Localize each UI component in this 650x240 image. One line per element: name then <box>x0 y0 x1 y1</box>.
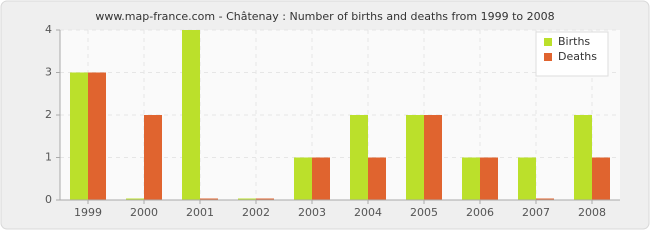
legend-swatch <box>544 53 552 61</box>
x-tick-label: 2003 <box>298 206 326 219</box>
bar <box>592 157 610 200</box>
x-tick-label: 2005 <box>410 206 438 219</box>
bar <box>144 115 162 200</box>
x-tick-label: 2000 <box>130 206 158 219</box>
bar <box>200 198 218 200</box>
y-tick-label: 3 <box>45 66 52 79</box>
bar <box>424 115 442 200</box>
x-tick-label: 2006 <box>466 206 494 219</box>
y-tick-label: 0 <box>45 193 52 206</box>
bar <box>238 198 256 200</box>
y-tick-label: 4 <box>45 23 52 36</box>
legend-label: Deaths <box>558 50 597 63</box>
bar <box>406 115 424 200</box>
x-tick-label: 2007 <box>522 206 550 219</box>
legend-label: Births <box>558 35 590 48</box>
chart-title: www.map-france.com - Châtenay : Number o… <box>95 10 554 23</box>
bar <box>88 72 106 200</box>
x-tick-label: 2008 <box>578 206 606 219</box>
bar <box>518 157 536 200</box>
bar <box>350 115 368 200</box>
x-tick-label: 2002 <box>242 206 270 219</box>
bar <box>70 72 88 200</box>
chart: www.map-france.com - Châtenay : Number o… <box>0 0 650 230</box>
bar <box>182 30 200 200</box>
x-tick-label: 2001 <box>186 206 214 219</box>
legend-swatch <box>544 38 552 46</box>
bar <box>294 157 312 200</box>
bar <box>480 157 498 200</box>
bar <box>312 157 330 200</box>
bar <box>126 198 144 200</box>
bar <box>256 198 274 200</box>
x-tick-label: 2004 <box>354 206 382 219</box>
bar <box>462 157 480 200</box>
bar <box>536 198 554 200</box>
x-tick-label: 1999 <box>74 206 102 219</box>
bar <box>368 157 386 200</box>
bar <box>574 115 592 200</box>
y-tick-label: 1 <box>45 151 52 164</box>
y-tick-label: 2 <box>45 108 52 121</box>
